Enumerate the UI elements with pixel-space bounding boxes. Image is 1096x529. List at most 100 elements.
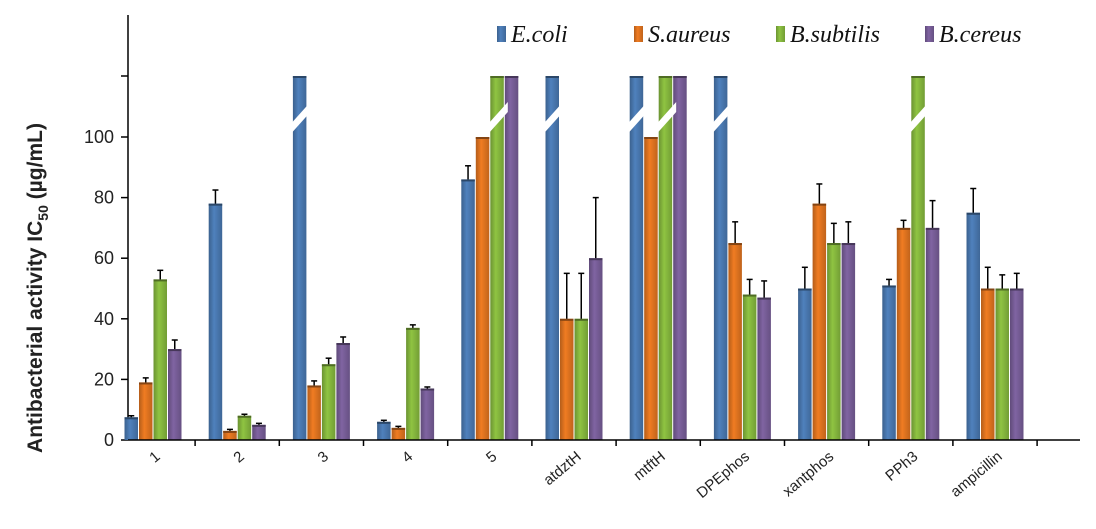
x-tick-label: mtftH — [630, 448, 668, 484]
bar — [237, 415, 252, 440]
legend-swatch — [776, 26, 785, 42]
bar — [728, 243, 742, 440]
bar-cap — [713, 76, 728, 78]
bar — [208, 203, 223, 440]
bar-cap — [406, 327, 420, 330]
bar-cap — [420, 388, 435, 391]
bar-cap — [841, 243, 856, 246]
x-tick-label: 5 — [483, 448, 500, 466]
bar-cap — [882, 285, 896, 288]
bar — [827, 243, 841, 440]
bar-cap — [742, 294, 757, 297]
bar — [882, 285, 896, 440]
bar — [307, 385, 321, 440]
bar-cap — [391, 427, 406, 430]
bar — [644, 137, 658, 440]
bar-cap — [644, 137, 658, 139]
bar — [504, 76, 519, 440]
bar — [589, 258, 603, 440]
x-tick-label: atdztH — [540, 448, 584, 489]
x-tick-label: 1 — [146, 448, 163, 466]
bar — [153, 279, 167, 440]
bar-cap — [673, 76, 687, 78]
x-tick-label: ampicillin — [947, 448, 1005, 501]
bar — [629, 76, 644, 440]
bar-cap — [377, 421, 391, 424]
y-axis-label-unit: (µg/mL) — [24, 123, 47, 205]
bar — [545, 76, 559, 440]
bar-cap — [981, 288, 995, 291]
legend-swatch — [925, 26, 934, 42]
bar — [406, 327, 420, 440]
bar — [742, 294, 757, 440]
bar — [139, 382, 153, 440]
bar — [321, 364, 336, 440]
bar — [658, 76, 673, 440]
bar — [124, 417, 138, 440]
y-tick-label: 20 — [94, 369, 114, 389]
axis-break-gap — [486, 102, 508, 136]
bar — [841, 243, 856, 440]
x-tick-label: 3 — [315, 448, 332, 466]
bar — [966, 212, 980, 440]
bar-cap — [475, 137, 490, 139]
y-tick-label: 0 — [104, 430, 114, 450]
x-tick-label: 4 — [399, 448, 416, 466]
bars — [124, 76, 1024, 441]
bar-cap — [208, 203, 223, 206]
bar — [1010, 288, 1024, 440]
legend-label: E.coli — [510, 22, 568, 48]
bar-cap — [307, 385, 321, 388]
bar-cap — [336, 343, 350, 346]
bar-cap — [757, 297, 771, 300]
bar — [292, 76, 307, 440]
axis-break-gap — [709, 102, 732, 136]
bar-cap — [490, 76, 504, 78]
bar-cap — [911, 76, 925, 78]
bar-cap — [925, 227, 940, 230]
bar — [168, 349, 182, 440]
bar — [995, 288, 1009, 440]
bar-cap — [292, 76, 307, 78]
legend-label: B.cereus — [939, 22, 1021, 48]
bar — [461, 179, 475, 441]
bar-cap — [504, 76, 519, 78]
bar-cap — [798, 288, 812, 291]
bar-cap — [1010, 288, 1024, 291]
bar — [475, 137, 490, 440]
bar — [981, 288, 995, 440]
x-tick-label: 2 — [230, 448, 247, 466]
bar-cap — [574, 318, 588, 321]
bar — [490, 76, 504, 440]
legend: E.coli S.aureus B.subtilis B.cereus — [497, 22, 1021, 48]
bar — [911, 76, 925, 440]
y-tick-label: 80 — [94, 188, 114, 208]
axis-break-gap — [625, 102, 648, 136]
bar — [560, 318, 574, 440]
axis-break-gap — [654, 102, 677, 136]
axis-break-gap — [907, 102, 929, 136]
bar-cap — [168, 349, 182, 352]
bar — [757, 297, 771, 440]
bar-cap — [223, 430, 237, 433]
bar-cap — [139, 382, 153, 385]
bar — [336, 343, 350, 440]
bar — [673, 76, 687, 440]
bar-cap — [812, 203, 827, 206]
bar-cap — [124, 417, 138, 420]
bar — [420, 388, 435, 440]
axis-break-gap — [288, 102, 311, 136]
x-tick-label: PPh3 — [882, 448, 921, 485]
legend-swatch — [634, 26, 643, 42]
axis-break-gap — [541, 102, 563, 136]
bar-cap — [321, 364, 336, 367]
bar-cap — [658, 76, 673, 78]
bar-cap — [461, 179, 475, 182]
bar-cap — [560, 318, 574, 321]
bar-cap — [995, 288, 1009, 291]
bar-cap — [896, 227, 911, 230]
bar — [252, 424, 266, 440]
bar-cap — [252, 424, 266, 427]
y-axis: 0 20 40 60 80 100 — [84, 15, 129, 450]
